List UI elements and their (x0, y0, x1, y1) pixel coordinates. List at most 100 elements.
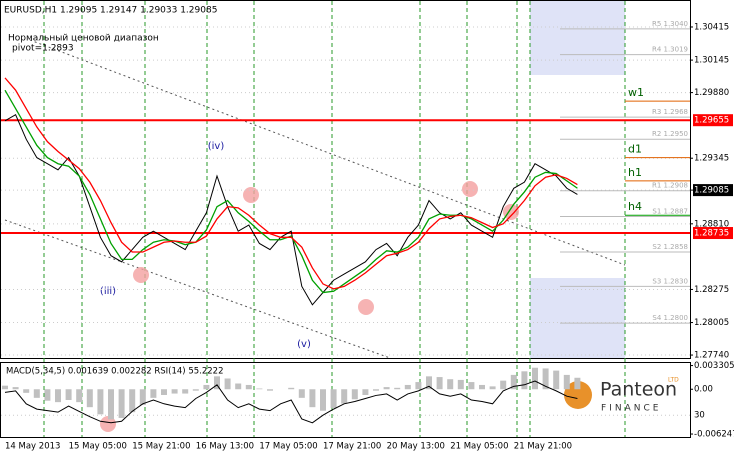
level-label: 1.29655 (694, 116, 729, 126)
bar (457, 379, 464, 390)
bar (436, 377, 443, 390)
x-tick-label: 17 May 21:00 (323, 442, 381, 452)
level-box (693, 227, 733, 240)
bar (129, 389, 136, 413)
bar (288, 387, 295, 390)
wave-label: (v) (297, 339, 311, 350)
bar (510, 374, 517, 390)
tf-label: d1 (628, 143, 642, 156)
wave-label: (iv) (208, 141, 225, 152)
bar (532, 367, 538, 390)
y2-tick-label: 30 (694, 411, 705, 421)
bar (563, 374, 570, 390)
bar (267, 389, 273, 391)
bar (97, 389, 104, 415)
bar (33, 389, 40, 398)
y-tick-label: 0.003305 (694, 361, 734, 371)
bar (468, 382, 475, 390)
bar (139, 389, 146, 406)
y-tick-label: 1.29085 (694, 186, 729, 196)
bar (2, 385, 8, 390)
bar (447, 379, 454, 390)
bar (182, 389, 189, 394)
bar (23, 389, 30, 393)
x-tick-label: 21 May 21:00 (514, 442, 572, 452)
bar (192, 389, 199, 391)
bar (235, 383, 242, 390)
y-tick-label: 1.27740 (694, 351, 729, 361)
x-tick-label: 16 May 13:00 (196, 442, 254, 452)
markers (100, 181, 519, 432)
bar (108, 389, 114, 420)
bar (383, 387, 390, 390)
x-tick-label: 20 May 13:00 (387, 442, 445, 452)
rsi-line (4, 380, 578, 424)
price-box (693, 184, 733, 197)
logo: Panteon FINANCE LTD (564, 377, 679, 414)
bar (574, 377, 581, 390)
pivot-label: S3 1.2830 (652, 277, 688, 285)
bar (489, 386, 496, 390)
bar (214, 376, 220, 390)
tf-label: h4 (628, 200, 642, 213)
y-tick-label: 1.28275 (694, 285, 729, 295)
tf-label: h1 (628, 166, 642, 179)
bar (500, 380, 507, 390)
bar (553, 370, 560, 390)
x-tick-label: 21 May 05:00 (450, 442, 508, 452)
bar (426, 376, 432, 390)
bar (256, 388, 263, 390)
y-tick-label: 1.28810 (694, 219, 729, 229)
wave-label: (iii) (100, 286, 116, 297)
zone (530, 1, 625, 75)
level-label: 1.28735 (694, 229, 729, 239)
subtitle: Нормальный ценовой диапазон (8, 34, 159, 44)
bar (161, 389, 167, 395)
series-line (4, 113, 578, 306)
y-tick-label: 0.00 (694, 385, 713, 395)
logo-icon (564, 381, 592, 409)
zone (530, 278, 625, 358)
bar (373, 389, 379, 391)
pivot-label: R3 1.2968 (652, 108, 688, 116)
indicator-title: MACD(5,34,5) 0.001639 0.002282 RSI(14) 5… (6, 367, 223, 377)
bar (224, 378, 231, 390)
tf-label: w1 (628, 86, 644, 99)
pivot-label: R2 1.2950 (652, 130, 688, 138)
series-line (4, 89, 578, 294)
x-tick-label: 17 May 05:00 (259, 442, 317, 452)
x-tick-label: 15 May 05:00 (69, 442, 127, 452)
bar (415, 382, 422, 390)
bar (245, 384, 252, 390)
channel (4, 39, 626, 359)
y-tick-label: 1.29345 (694, 154, 729, 164)
series-line (4, 77, 578, 290)
bar (521, 371, 528, 390)
logo-sub: FINANCE (601, 404, 661, 414)
bar (394, 387, 401, 390)
bar (76, 389, 83, 403)
bar (404, 384, 411, 390)
bar (44, 389, 51, 401)
y-tick-label: 1.30145 (694, 56, 729, 66)
bar (55, 389, 61, 403)
x-tick-label: 14 May 2013 (5, 442, 60, 452)
bar (171, 389, 178, 394)
bar (479, 384, 485, 390)
bar (330, 389, 337, 408)
pivot-label: R5 1.3040 (652, 20, 688, 28)
title: EURUSD,H1 1.29095 1.29147 1.29033 1.2908… (4, 6, 217, 16)
bar (341, 389, 348, 404)
bar (150, 389, 157, 398)
subtitle: pivot=1.2893 (12, 44, 74, 54)
bar (203, 384, 210, 390)
bar (298, 389, 305, 398)
level-box (693, 114, 733, 127)
bar (309, 389, 316, 408)
y-tick-label: -0.006247 (694, 430, 734, 440)
bar (12, 387, 19, 390)
bar (542, 368, 549, 390)
bar (65, 389, 72, 400)
